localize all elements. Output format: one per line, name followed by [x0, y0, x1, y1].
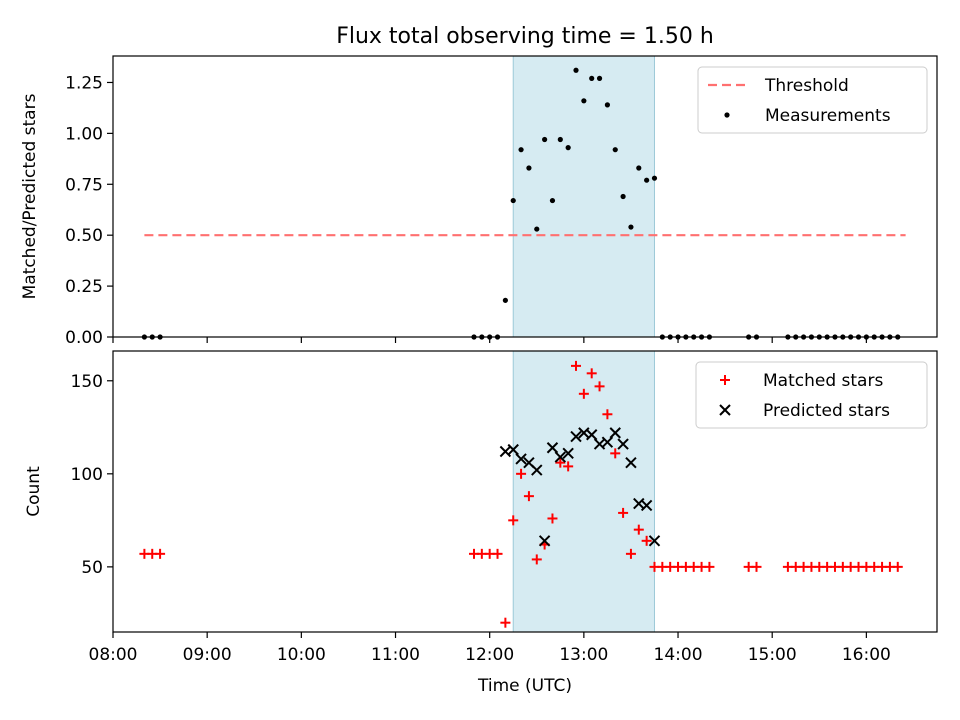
matched-starspoint — [547, 513, 558, 524]
x-tick-label: 09:00 — [183, 645, 232, 665]
bottom-axes-frame — [112, 350, 938, 633]
bottom-y-tick-label: 150 — [71, 372, 103, 392]
legend-matched-stars-swatch — [720, 375, 730, 385]
matched-starspoint — [531, 554, 542, 565]
matched-starspoint — [155, 548, 166, 559]
predicted-starspoint — [625, 456, 637, 469]
legend-label: Matched stars — [763, 371, 883, 391]
x-tick-label: 08:00 — [89, 645, 138, 665]
matched-starspoint — [571, 360, 582, 371]
legend-predicted-stars-swatch — [719, 404, 731, 416]
x-tick-label: 12:00 — [465, 645, 514, 665]
figure-title: Flux total observing time = 1.50 h — [336, 24, 714, 49]
measurementspoint — [612, 147, 618, 153]
predicted-starspoint — [570, 430, 582, 443]
matched-starspoint — [641, 535, 652, 546]
bottom-y-axis-label: Count — [24, 466, 44, 517]
matched-starspoint — [751, 561, 762, 572]
predicted-starspoint — [648, 535, 661, 547]
measurementspoint — [628, 224, 634, 230]
measurementspoint — [620, 193, 626, 200]
legend-measurements-swatch — [724, 112, 730, 118]
top-y-tick-label: 1.25 — [65, 73, 103, 93]
predicted-starspoint — [507, 443, 519, 456]
x-tick-label: 13:00 — [559, 645, 608, 665]
measurementspoint — [596, 75, 603, 81]
matched-starspoint — [578, 388, 589, 399]
x-tick-label: 16:00 — [842, 645, 891, 665]
measurementspoint — [534, 226, 540, 232]
bottom-legend: Matched stars Predicted stars — [695, 361, 928, 429]
x-axis-label: Time (UTC) — [477, 676, 572, 696]
matched-starspoint — [704, 561, 715, 572]
predicted-starspoint — [562, 447, 574, 460]
predicted-starspoint — [609, 427, 621, 439]
top-y-tick-label: 0.00 — [65, 328, 103, 348]
measurementspoint — [502, 297, 508, 303]
top-y-tick-label: 0.50 — [65, 226, 103, 246]
matched-starspoint — [500, 617, 511, 628]
matched-starspoint — [516, 468, 527, 479]
matched-starspoint — [892, 561, 903, 572]
measurementspoint — [510, 197, 516, 204]
x-tick-label: 15:00 — [748, 645, 797, 665]
measurementspoint — [549, 197, 556, 204]
predicted-starspoint — [617, 438, 629, 450]
bottom-panel: 50 100 150 08:00 09:00 10:00 11:00 12:00 13:00 14… — [24, 350, 938, 665]
top-panel: 0.00 0.25 0.50 0.75 1.00 1.25 Matched/Predict… — [20, 55, 938, 348]
measurementspoint — [573, 67, 579, 73]
bottom-y-tick-label: 50 — [81, 558, 103, 578]
predicted-starspoint — [585, 429, 598, 441]
top-legend: Threshold Measurements — [697, 66, 928, 134]
legend-label: Predicted stars — [763, 401, 890, 421]
top-axes-frame — [112, 55, 938, 338]
measurementspoint — [651, 175, 658, 181]
matched-starspoint — [523, 491, 534, 502]
predicted-starspoint — [554, 451, 567, 463]
measurementspoint — [644, 177, 650, 183]
x-tick-label: 10:00 — [277, 645, 326, 665]
matched-starspoint — [555, 457, 566, 468]
measurementspoint — [589, 75, 595, 81]
bottom-legend-box — [695, 361, 928, 429]
predicted-starspoint — [640, 499, 653, 512]
measurementspoint — [581, 98, 587, 104]
matched-starspoint — [508, 515, 519, 526]
predicted-starspoint — [601, 436, 614, 448]
matched-starspoint — [633, 524, 644, 535]
matched-starspoint — [602, 409, 613, 420]
legend-label: Measurements — [765, 106, 891, 126]
top-y-axis-label: Matched/Predicted stars — [20, 93, 40, 299]
matched-starspoint — [610, 448, 621, 459]
measurementspoint — [542, 136, 548, 143]
matched-starspoint — [563, 461, 574, 472]
predicted-starspoint — [538, 535, 551, 547]
top-y-tick-label: 1.00 — [65, 124, 103, 144]
top-highlight-band — [513, 56, 655, 337]
measurementspoint — [518, 147, 524, 153]
legend-label: Threshold — [764, 76, 849, 96]
x-tick-label: 14:00 — [654, 645, 703, 665]
predicted-starspoint — [546, 442, 559, 454]
top-y-tick-label: 0.25 — [65, 277, 103, 297]
measurementspoint — [565, 145, 571, 151]
x-tick-label: 11:00 — [371, 645, 420, 665]
measurementspoint — [557, 136, 563, 143]
top-legend-box — [697, 66, 928, 134]
predicted-starspoint — [515, 453, 527, 465]
matched-starspoint — [594, 381, 605, 392]
measurementspoint — [636, 165, 642, 171]
matched-starspoint — [625, 548, 636, 559]
measurementspoint — [604, 102, 611, 108]
top-y-tick-label: 0.75 — [65, 175, 103, 195]
matched-starspoint — [586, 368, 597, 379]
bottom-y-tick-label: 100 — [71, 465, 103, 485]
matched-starspoint — [492, 548, 503, 559]
measurementspoint — [526, 165, 532, 171]
matched-starspoint — [618, 507, 629, 518]
predicted-starspoint — [531, 464, 543, 476]
